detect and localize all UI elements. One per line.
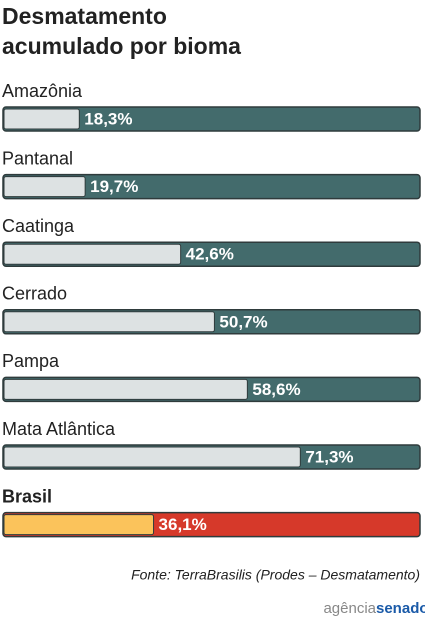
category-label: Mata Atlântica bbox=[2, 419, 116, 439]
bar bbox=[3, 176, 86, 198]
category-label: Caatinga bbox=[2, 216, 75, 236]
category-label: Amazônia bbox=[2, 81, 83, 101]
data-label: 50,7% bbox=[219, 312, 267, 331]
data-label: 71,3% bbox=[305, 447, 353, 466]
bar bbox=[3, 446, 301, 468]
bar bbox=[3, 514, 155, 536]
bar bbox=[3, 243, 182, 265]
category-label: Cerrado bbox=[2, 284, 67, 304]
source: Fonte: TerraBrasilis (Prodes – Desmatame… bbox=[131, 567, 420, 583]
chart-title: acumulado por bioma bbox=[2, 33, 241, 59]
data-label: 19,7% bbox=[90, 177, 138, 196]
bar-track bbox=[2, 106, 421, 132]
data-label: 58,6% bbox=[252, 380, 300, 399]
chart-title: Desmatamento bbox=[2, 3, 167, 29]
bar bbox=[3, 378, 248, 400]
data-label: 42,6% bbox=[186, 245, 234, 264]
bar bbox=[3, 311, 215, 333]
logo-text: senado bbox=[376, 600, 425, 617]
bar-track bbox=[2, 173, 421, 200]
logo-text: agência bbox=[323, 600, 376, 617]
bar bbox=[3, 108, 80, 130]
data-label: 18,3% bbox=[84, 109, 132, 128]
data-label: 36,1% bbox=[159, 515, 207, 534]
category-label: Pampa bbox=[2, 351, 60, 371]
category-label: Pantanal bbox=[2, 148, 73, 168]
category-label: Brasil bbox=[2, 486, 52, 506]
